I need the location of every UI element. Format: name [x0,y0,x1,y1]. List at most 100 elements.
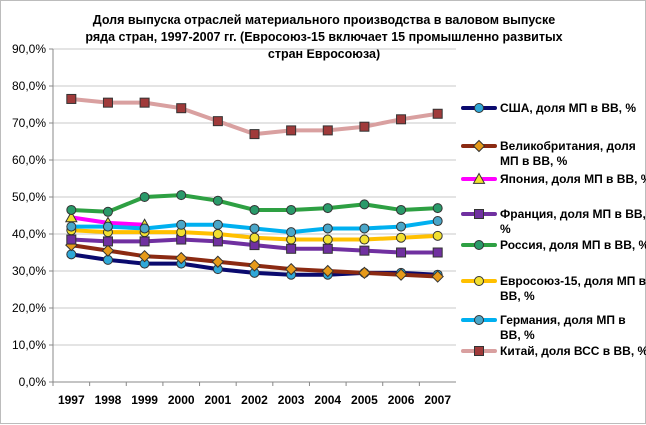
data-point [176,190,187,201]
data-point [322,243,333,254]
data-point [212,116,223,127]
series-2 [65,238,444,283]
data-point [139,236,150,247]
chart-title: Доля выпуска отраслей материального прои… [85,13,562,61]
data-point [248,259,261,272]
data-point [359,245,370,256]
data-point [286,227,297,238]
data-point [102,97,113,108]
y-axis-ticks: 0,0% 10,0% 20,0% 30,0% 40,0% 50,0% 60,0% 70,0% 8… [12,42,54,389]
data-point [358,266,371,280]
legend-marker [474,209,484,219]
series-5 [66,190,443,217]
legend-label: МП в ВВ, % [500,154,568,168]
legend-entry-6: Евросоюз-15, доля МП вВВ, % [461,274,646,303]
data-point [432,230,443,241]
data-point [359,199,370,210]
legend-marker [472,139,486,153]
data-point [212,229,223,239]
legend-marker [474,103,484,113]
data-point [66,221,77,232]
x-tick-label: 2004 [314,393,341,407]
data-point [359,234,370,245]
data-point [176,103,187,114]
y-tick-label: 0,0% [19,375,47,389]
y-tick-label: 30,0% [12,264,46,278]
legend-entry-7: Германия, доля МП вВВ, % [461,313,626,342]
x-tick-label: 1999 [131,393,158,407]
legend-label: ВВ, % [500,328,535,342]
series-7 [66,216,443,238]
x-tick-label: 2001 [205,393,232,407]
x-tick-label: 2007 [424,393,451,407]
plot-area [64,93,444,283]
legend-marker [474,240,484,250]
y-tick-label: 10,0% [12,338,46,352]
x-tick-label: 2003 [278,393,305,407]
data-point [431,270,444,283]
x-tick-label: 1998 [95,393,122,407]
legend: США, доля МП в ВВ, % Великобритания, доля… [461,101,646,358]
data-point [211,255,225,268]
x-tick-label: 1997 [58,393,85,407]
legend-label: Великобритания, доля [500,139,636,153]
x-tick-label: 2000 [168,393,195,407]
data-point [286,204,297,215]
data-point [396,221,407,232]
data-point [432,203,443,214]
legend-label: % [500,222,511,236]
data-point [212,219,223,230]
data-point [286,125,297,136]
series-line [69,96,440,137]
y-tick-label: 40,0% [12,227,46,241]
data-point [396,204,407,215]
y-tick-label: 90,0% [12,42,46,56]
data-point [212,195,223,206]
data-point [432,216,443,227]
data-point [101,244,115,257]
x-tick-label: 2005 [351,393,378,407]
data-point [66,204,77,215]
y-tick-label: 20,0% [12,301,46,315]
y-tick-label: 80,0% [12,79,46,93]
x-tick-label: 2002 [241,393,268,407]
chart-title-line-1: Доля выпуска отраслей материального прои… [93,13,555,27]
legend-marker [474,315,484,325]
data-point [396,114,407,125]
y-tick-label: 60,0% [12,153,46,167]
data-point [432,247,443,258]
x-axis-ticks: 1997 1998 1999 2000 2001 2002 2003 2004 2005 2006… [52,381,456,407]
legend-label: Германия, доля МП в [500,313,626,327]
data-point [175,251,188,265]
data-point [394,268,408,281]
series-6 [66,225,443,245]
data-point [396,232,407,243]
data-point [249,223,260,234]
data-point [66,234,77,245]
legend-marker [474,346,484,356]
data-point [102,221,113,232]
data-point [139,97,150,108]
data-point [249,129,260,140]
legend-marker [472,172,486,184]
legend-label: ВВ, % [500,289,535,303]
data-point [102,206,113,217]
data-point [139,192,150,202]
data-point [284,262,298,276]
y-tick-label: 70,0% [12,116,46,130]
series-4 [66,234,443,258]
legend-entry-4: Франция, доля МП в ВВ,% [461,207,646,236]
data-point [249,204,260,215]
legend-label: Франция, доля МП в ВВ, [500,207,646,221]
data-point [432,108,443,119]
legend-entry-3: Япония, доля МП в ВВ, % [461,172,646,186]
chart-title-line-3: стран Евросоюза) [268,47,380,61]
data-point [322,223,333,234]
x-tick-label: 2006 [388,393,415,407]
legend-label: Евросоюз-15, доля МП в [500,274,646,288]
data-point [322,125,333,136]
data-point [322,203,333,214]
legend-marker [474,276,484,286]
